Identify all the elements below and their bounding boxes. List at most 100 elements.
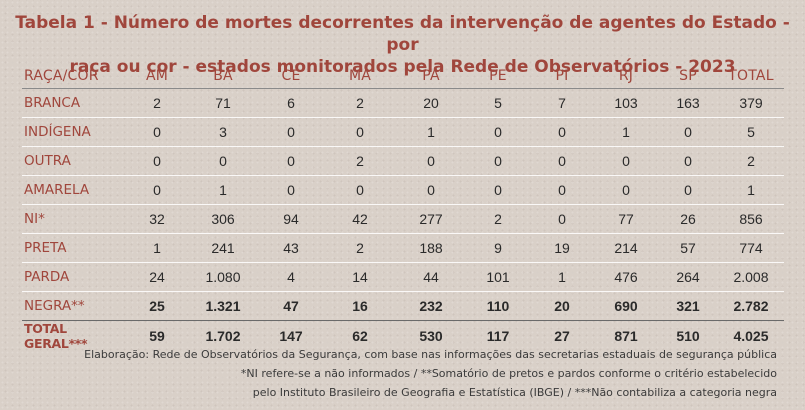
table-row: AMARELA 0 1 0 0 0 0 0 0 0 1 bbox=[22, 175, 784, 205]
table-row: INDÍGENA 0 3 0 0 1 0 0 1 0 5 bbox=[22, 117, 784, 147]
table-cell: 2 bbox=[324, 146, 396, 176]
table-cell: 6 bbox=[258, 88, 324, 118]
source-note: Elaboração: Rede de Observatórios da Seg… bbox=[84, 348, 777, 361]
table-cell: 2.008 bbox=[718, 262, 784, 292]
table-cell: 0 bbox=[126, 117, 188, 147]
table-cell: 530 bbox=[419, 328, 443, 344]
table-cell: 0 bbox=[258, 117, 324, 147]
column-header: RJ bbox=[594, 64, 658, 89]
table-cell: 476 bbox=[594, 262, 658, 292]
table-cell: 0 bbox=[324, 175, 396, 205]
footnote-2: pelo Instituto Brasileiro de Geografia e… bbox=[252, 386, 777, 399]
table-cell: 0 bbox=[258, 175, 324, 205]
table-cell: 1.702 bbox=[205, 328, 241, 344]
row-label: PRETA bbox=[22, 233, 126, 263]
total-row: TOTAL GERAL*** 59 1.702 147 62 530 117 27 871 510… bbox=[22, 321, 784, 351]
table-cell: 2 bbox=[324, 88, 396, 118]
row-label: NI* bbox=[22, 204, 126, 234]
table-cell: 0 bbox=[188, 146, 258, 176]
table-cell: 306 bbox=[188, 204, 258, 234]
table-cell: 0 bbox=[466, 146, 530, 176]
table-cell: 57 bbox=[658, 233, 718, 263]
column-header: MA bbox=[324, 64, 396, 89]
table-cell: 5 bbox=[466, 88, 530, 118]
table-cell: 62 bbox=[352, 328, 368, 344]
table-cell: 0 bbox=[594, 175, 658, 205]
table-cell: 321 bbox=[658, 291, 718, 321]
row-label: OUTRA bbox=[22, 146, 126, 176]
table-cell: 856 bbox=[718, 204, 784, 234]
table-cell: 2 bbox=[718, 146, 784, 176]
table-cell: 774 bbox=[718, 233, 784, 263]
table-cell: 9 bbox=[466, 233, 530, 263]
table-cell: 0 bbox=[658, 117, 718, 147]
row-label: NEGRA** bbox=[22, 291, 126, 321]
table-cell: 1.080 bbox=[188, 262, 258, 292]
table-cell: 0 bbox=[530, 175, 594, 205]
table-cell: 277 bbox=[396, 204, 466, 234]
table-cell: 103 bbox=[594, 88, 658, 118]
table-cell: 4 bbox=[258, 262, 324, 292]
table-cell: 7 bbox=[530, 88, 594, 118]
table-cell: 1 bbox=[188, 175, 258, 205]
column-header: SP bbox=[658, 64, 718, 89]
table-cell: 0 bbox=[466, 117, 530, 147]
header-row: RAÇA/COR AM BA CE MA PA PE PI RJ SP TOTA… bbox=[22, 64, 784, 89]
table-cell: 42 bbox=[324, 204, 396, 234]
table-cell: 1 bbox=[126, 233, 188, 263]
table-cell: 44 bbox=[396, 262, 466, 292]
table-cell: 5 bbox=[718, 117, 784, 147]
table-cell: 0 bbox=[658, 146, 718, 176]
table-cell: 0 bbox=[258, 146, 324, 176]
table-cell: 16 bbox=[324, 291, 396, 321]
table-cell: 0 bbox=[126, 146, 188, 176]
table-cell: 24 bbox=[126, 262, 188, 292]
column-header: PE bbox=[466, 64, 530, 89]
table-row: BRANCA 2 71 6 2 20 5 7 103 163 379 bbox=[22, 88, 784, 118]
table-cell: 101 bbox=[466, 262, 530, 292]
table-cell: 0 bbox=[594, 146, 658, 176]
table-cell: 0 bbox=[530, 117, 594, 147]
footnote-1: *NI refere-se a não informados / **Somat… bbox=[240, 367, 777, 380]
table-row: NI* 32 306 94 42 277 2 0 77 26 856 bbox=[22, 204, 784, 234]
table-cell: 47 bbox=[258, 291, 324, 321]
table-cell: 2.782 bbox=[718, 291, 784, 321]
table-cell: 2 bbox=[324, 233, 396, 263]
table-cell: 0 bbox=[324, 117, 396, 147]
table-cell: 32 bbox=[126, 204, 188, 234]
row-label: INDÍGENA bbox=[22, 117, 126, 147]
table-row: PRETA 1 241 43 2 188 9 19 214 57 774 bbox=[22, 233, 784, 263]
table-cell: 510 bbox=[676, 328, 700, 344]
column-header: RAÇA/COR bbox=[22, 64, 126, 89]
table-cell: 232 bbox=[396, 291, 466, 321]
table-cell: 110 bbox=[466, 291, 530, 321]
data-table: RAÇA/COR AM BA CE MA PA PE PI RJ SP TOTA… bbox=[22, 64, 784, 351]
table-cell: 1 bbox=[396, 117, 466, 147]
table-cell: 0 bbox=[530, 146, 594, 176]
row-label: PARDA bbox=[22, 262, 126, 292]
table-cell: 26 bbox=[658, 204, 718, 234]
table-cell: 20 bbox=[396, 88, 466, 118]
footnotes: Elaboração: Rede de Observatórios da Seg… bbox=[84, 345, 777, 402]
table-cell: 3 bbox=[188, 117, 258, 147]
table-cell: 27 bbox=[554, 328, 570, 344]
table-row: NEGRA** 25 1.321 47 16 232 110 20 690 321 2.782 bbox=[22, 291, 784, 321]
table-row: OUTRA 0 0 0 2 0 0 0 0 0 2 bbox=[22, 146, 784, 176]
column-header: PI bbox=[530, 64, 594, 89]
title-line-1: Tabela 1 - Número de mortes decorrentes … bbox=[15, 13, 790, 55]
row-label: AMARELA bbox=[22, 175, 126, 205]
table-cell: 25 bbox=[126, 291, 188, 321]
table-cell: 0 bbox=[530, 204, 594, 234]
column-header: CE bbox=[258, 64, 324, 89]
table-cell: 871 bbox=[614, 328, 638, 344]
table-cell: 0 bbox=[396, 146, 466, 176]
table-cell: 1 bbox=[530, 262, 594, 292]
table-cell: 264 bbox=[658, 262, 718, 292]
table-cell: 147 bbox=[279, 328, 303, 344]
column-header: PA bbox=[396, 64, 466, 89]
table-cell: 0 bbox=[658, 175, 718, 205]
table-cell: 19 bbox=[530, 233, 594, 263]
table-cell: 14 bbox=[324, 262, 396, 292]
table-cell: 20 bbox=[530, 291, 594, 321]
table-cell: 0 bbox=[396, 175, 466, 205]
